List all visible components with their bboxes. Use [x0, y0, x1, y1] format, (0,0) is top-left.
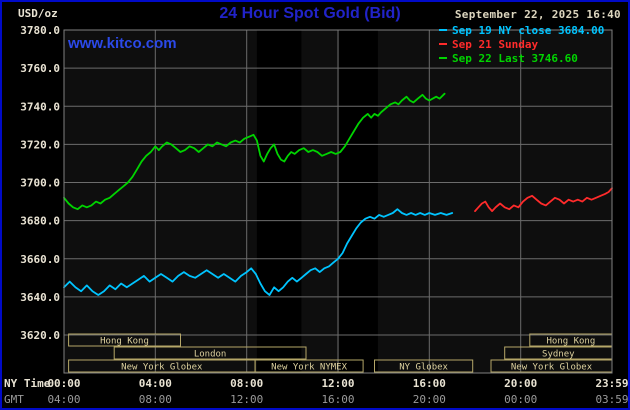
x-tick-label-gmt: 04:00 — [47, 393, 80, 406]
session-box — [254, 359, 364, 373]
plot-border — [63, 29, 613, 374]
series-sep22-last — [63, 92, 446, 211]
legend-dash-icon — [439, 29, 447, 31]
unit-label: USD/oz — [18, 7, 58, 20]
session-box — [374, 359, 474, 373]
chart-title: 24 Hour Spot Gold (Bid) — [219, 5, 401, 22]
x-tick-label-ny: 16:00 — [413, 377, 446, 390]
x-tick-label-gmt: 12:00 — [230, 393, 263, 406]
session-label: Sydney — [542, 350, 575, 360]
x-tick-label-ny: 04:00 — [139, 377, 172, 390]
session-label: New York NYMEX — [271, 363, 347, 373]
y-tick-label: 3660.0 — [20, 253, 60, 266]
y-tick-label: 3700.0 — [20, 177, 60, 190]
session-box — [68, 333, 181, 347]
x-tick-label-ny: 20:00 — [504, 377, 537, 390]
x-tick-label-gmt: 16:00 — [321, 393, 354, 406]
y-tick-label: 3640.0 — [20, 291, 60, 304]
x-tick-label-gmt: 20:00 — [413, 393, 446, 406]
session-label: Hong Kong — [100, 337, 149, 347]
x-tick-label-gmt: 03:59 — [595, 393, 628, 406]
y-tick-label: 3740.0 — [20, 100, 60, 113]
x-axis-timezone-gmt-label: GMT — [4, 393, 24, 406]
x-tick-label-ny: 12:00 — [321, 377, 354, 390]
session-label: New York Globex — [511, 363, 593, 373]
legend-item-sep19: Sep 19 NY close 3684.00 — [439, 24, 604, 38]
x-tick-label-ny: 23:59 — [595, 377, 628, 390]
x-tick-label-ny: 08:00 — [230, 377, 263, 390]
series-sep19-ny-close — [63, 208, 454, 296]
session-label: Hong Kong — [547, 337, 596, 347]
series-sep21-sunday — [474, 187, 613, 213]
legend-label-sep19: Sep 19 NY close 3684.00 — [452, 24, 605, 37]
legend-dash-icon — [439, 43, 447, 45]
legend-label-sep22: Sep 22 Last 3746.60 — [452, 52, 578, 65]
shaded-band — [339, 30, 378, 373]
y-tick-label: 3780.0 — [20, 24, 60, 37]
datetime-label: September 22, 2025 16:40 — [454, 8, 621, 21]
session-box — [113, 346, 307, 360]
y-tick-label: 3680.0 — [20, 215, 60, 228]
y-tick-label: 3760.0 — [20, 62, 60, 75]
x-axis-timezone-ny-label: NY Time — [4, 377, 51, 390]
x-tick-label-gmt: 00:00 — [504, 393, 537, 406]
session-label: NY Globex — [399, 363, 448, 373]
x-tick-label-gmt: 08:00 — [139, 393, 172, 406]
legend: Sep 19 NY close 3684.00 Sep 21 Sunday Se… — [439, 24, 604, 66]
y-tick-label: 3720.0 — [20, 138, 60, 151]
session-label: New York Globex — [121, 363, 203, 373]
legend-label-sep21: Sep 21 Sunday — [452, 38, 539, 51]
shaded-band — [256, 30, 302, 373]
y-tick-label: 3620.0 — [20, 329, 60, 342]
session-label: London — [194, 350, 227, 360]
legend-item-sep21: Sep 21 Sunday — [439, 38, 604, 52]
kitco-watermark-link[interactable]: www.kitco.com — [68, 35, 177, 52]
legend-dash-icon — [439, 57, 447, 59]
x-tick-label-ny: 00:00 — [47, 377, 80, 390]
legend-item-sep22: Sep 22 Last 3746.60 — [439, 52, 604, 66]
